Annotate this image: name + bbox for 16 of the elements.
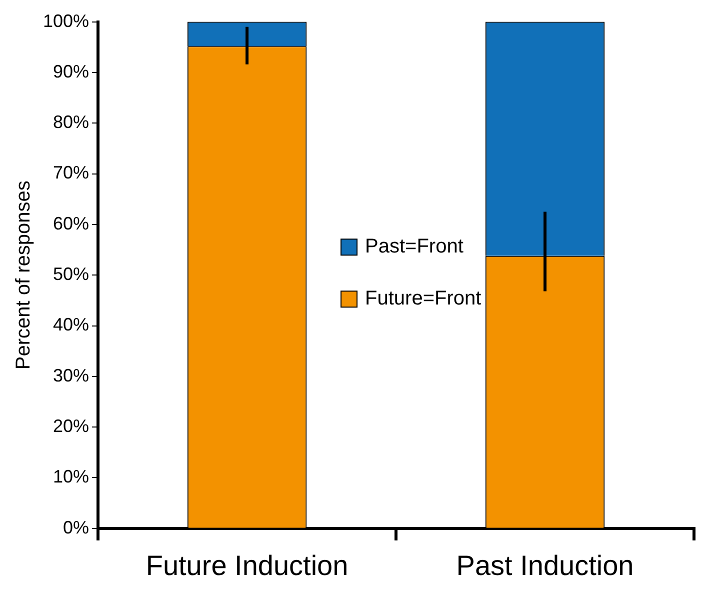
y-tick-label: 70% — [53, 162, 90, 183]
x-tick-label: Past Induction — [456, 550, 634, 581]
legend-label: Past=Front — [365, 236, 464, 258]
y-tick-label: 60% — [53, 213, 90, 234]
y-tick-label: 50% — [53, 264, 90, 284]
y-axis-title: Percent of responses — [12, 180, 35, 370]
legend-label: Future=Front — [365, 288, 482, 310]
y-tick-label: 30% — [53, 365, 90, 386]
y-tick-label: 10% — [53, 466, 90, 487]
y-tick-label: 20% — [53, 416, 90, 436]
x-tick-label: Future Induction — [146, 550, 348, 581]
y-tick-label: 0% — [63, 517, 90, 538]
y-tick-label: 40% — [53, 314, 90, 335]
y-tick-label: 90% — [53, 61, 90, 82]
y-tick-label: 80% — [53, 112, 90, 132]
y-tick-label: 100% — [42, 10, 90, 31]
